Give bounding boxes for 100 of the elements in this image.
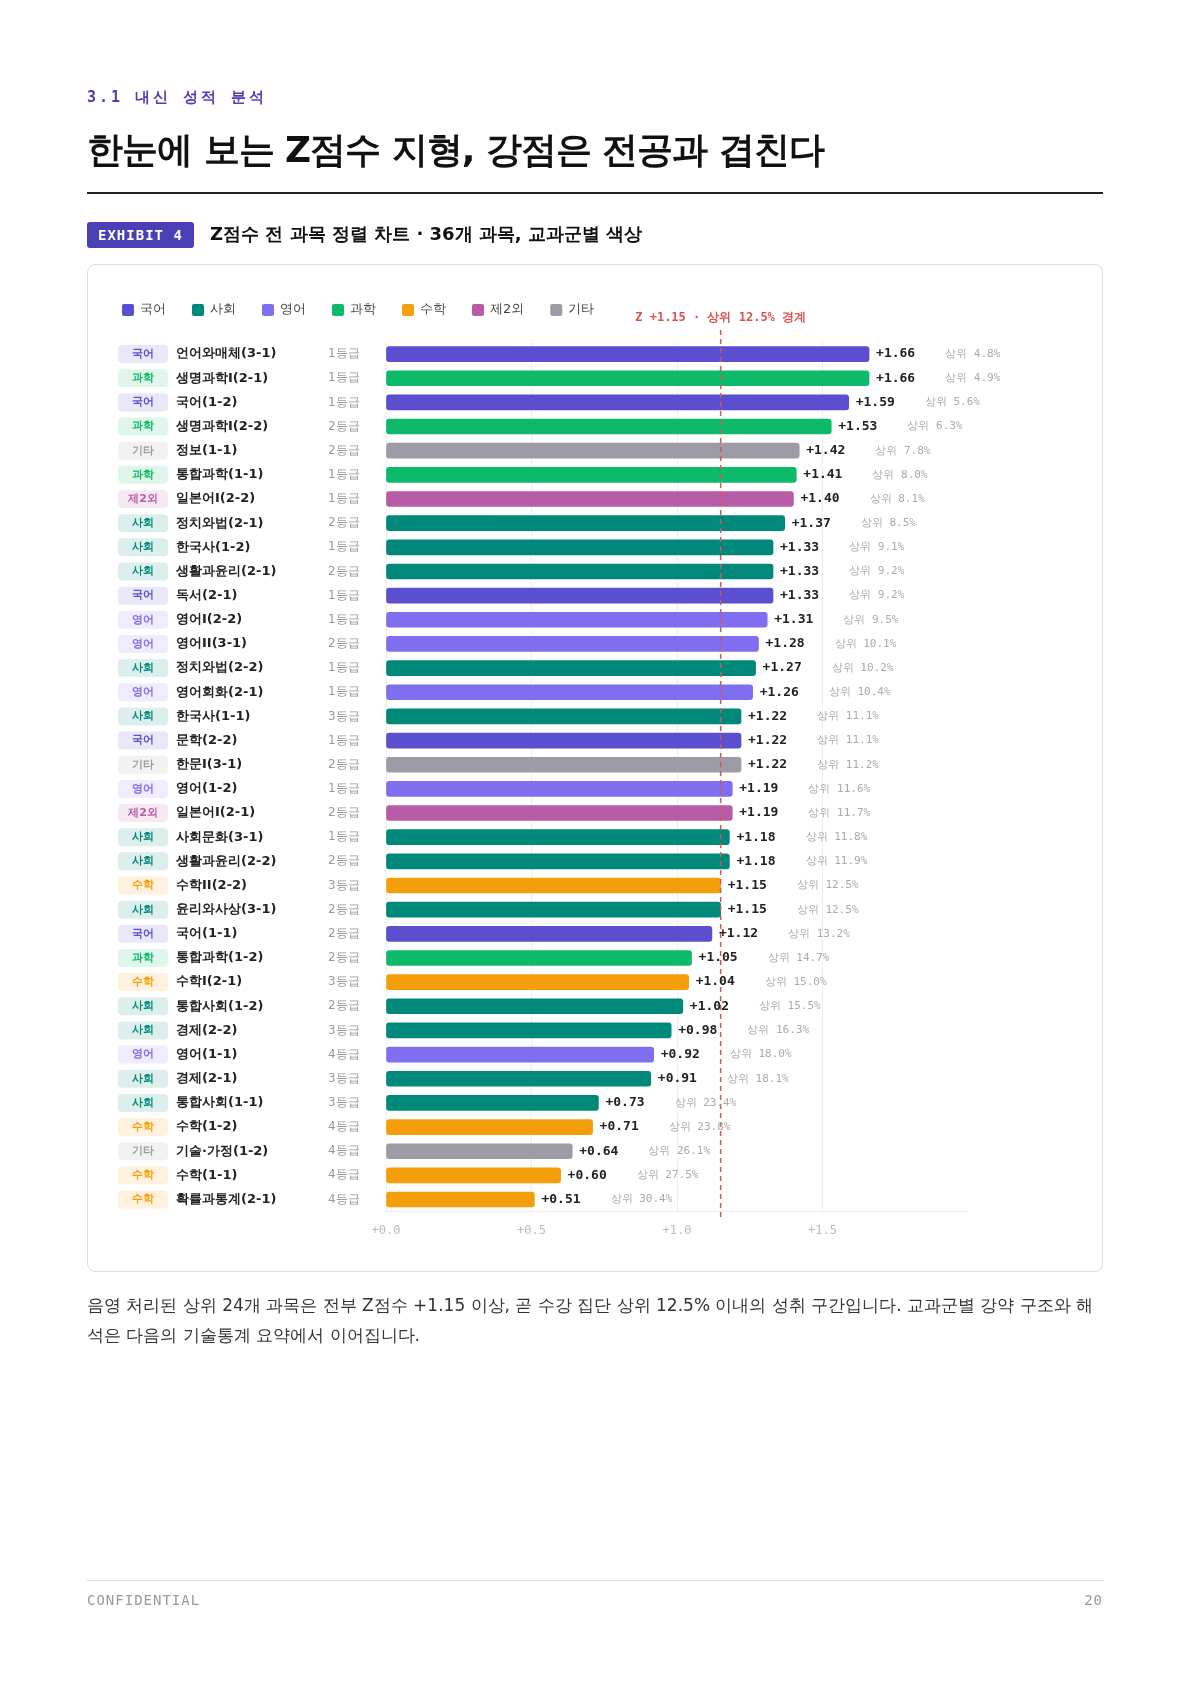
annotation: 상위 11.8%: [805, 830, 868, 844]
y-tick-label: 통합사회(1-1): [176, 1094, 264, 1110]
annotation: 상위 7.8%: [875, 443, 931, 457]
y-tick-label: 수학II(2-2): [176, 876, 248, 892]
text: 사회: [132, 902, 154, 916]
text: 음영 처리된 상위 24개 과목은 전부 Z점수 +1.15 이상, 곧 수강 집단 상위 12.5% 이내의 성취 구간입니다. 교과군별 강약 구조와 해석은 다음의 기술통계 요약에서 이어집니다.: [87, 1294, 1095, 1347]
annotation: 상위 10.4%: [828, 685, 891, 699]
x-tick-label: +0.5: [517, 1222, 546, 1237]
bar: [386, 998, 684, 1015]
bar: [386, 467, 797, 483]
text: 국어: [132, 588, 154, 602]
y-tick-label: 일본어I(2-2): [176, 490, 256, 506]
data-label: +0.51: [541, 1190, 581, 1206]
annotation: 상위 9.2%: [849, 588, 905, 602]
bar: [386, 370, 870, 387]
text: 영어: [132, 1047, 154, 1061]
bar: [386, 1022, 672, 1039]
bar: [386, 442, 800, 459]
text: CONFIDENTIAL: [87, 1592, 201, 1608]
y-tick-label: 통합과학(1-1): [176, 466, 264, 482]
annotation: 상위 13.2%: [788, 926, 851, 940]
y-tick-label: 정치와법(2-2): [176, 659, 264, 675]
text: 1등급: [328, 781, 360, 795]
annotation: 상위 16.3%: [747, 1023, 810, 1037]
text: 2등급: [328, 805, 360, 820]
legend-label: 과학: [350, 301, 376, 317]
data-label: +1.28: [765, 635, 805, 651]
text: 1등급: [328, 587, 360, 602]
text: 4등급: [328, 1143, 360, 1158]
text: 사회: [132, 564, 154, 578]
bar: [386, 1095, 599, 1111]
data-label: +1.37: [791, 514, 831, 530]
text: 2등급: [328, 756, 360, 771]
annotation: 상위 4.8%: [945, 346, 1001, 360]
text: 영어: [132, 685, 154, 699]
y-tick-label: 기술·가정(1-2): [176, 1142, 269, 1158]
legend-label: 국어: [140, 301, 166, 317]
data-label: +1.33: [780, 562, 820, 578]
text: 1등급: [328, 611, 360, 626]
data-label: +1.40: [800, 490, 840, 506]
text: 1등급: [328, 346, 360, 361]
bar: [386, 1167, 561, 1184]
text: 사회: [132, 1095, 154, 1109]
text: 사회: [132, 1071, 154, 1085]
annotation: 상위 9.1%: [849, 540, 905, 554]
text: 영어: [132, 612, 154, 626]
data-label: +1.15: [727, 876, 767, 892]
data-label: +0.73: [605, 1094, 645, 1110]
y-tick-label: 윤리와사상(3-1): [176, 901, 277, 917]
text: 2등급: [328, 950, 360, 965]
bar: [386, 708, 742, 725]
annotation: 상위 12.5%: [796, 902, 859, 916]
bar: [386, 853, 730, 870]
annotation: 상위 10.1%: [834, 636, 897, 650]
bar: [386, 611, 768, 628]
annotation: 상위 18.0%: [729, 1047, 792, 1061]
bar: [386, 394, 850, 411]
annotation: 상위 30.4%: [610, 1192, 673, 1206]
text: 사회: [132, 830, 154, 844]
legend-label: 기타: [568, 301, 595, 317]
y-tick-label: 언어와매체(3-1): [176, 345, 277, 361]
data-label: +1.41: [803, 466, 843, 482]
text: 3등급: [328, 1070, 360, 1085]
annotation: 상위 26.1%: [648, 1144, 711, 1158]
annotation: 상위 23.8%: [668, 1119, 731, 1133]
text: 국어: [132, 733, 154, 747]
legend-label: 수학: [420, 301, 446, 317]
annotation: 상위 11.1%: [817, 733, 880, 747]
annotation: 상위 6.3%: [907, 419, 963, 433]
bar: [386, 539, 774, 556]
data-label: +1.53: [838, 417, 878, 433]
bar: [386, 1191, 535, 1208]
text: 1등급: [328, 660, 360, 675]
text: 국어: [132, 346, 154, 360]
data-label: +0.64: [579, 1142, 619, 1158]
text: 수학: [132, 878, 154, 892]
text: 3.1 내신 성적 분석: [87, 88, 268, 107]
ref-line-label: Z +1.15 · 상위 12.5% 경계: [635, 310, 807, 325]
y-tick-label: 수학I(2-1): [176, 973, 243, 989]
y-tick-label: 통합과학(1-2): [176, 949, 264, 965]
text: 수학: [132, 1168, 154, 1182]
data-label: +1.18: [736, 828, 776, 844]
y-tick-label: 독서(2-1): [176, 587, 238, 603]
y-tick-label: 영어(1-1): [176, 1045, 238, 1061]
text: 2등급: [328, 901, 360, 916]
bar: [386, 974, 689, 990]
y-tick-label: 영어II(3-1): [176, 635, 248, 651]
x-tick-label: +1.5: [808, 1222, 837, 1237]
bar: [386, 563, 774, 580]
legend-label: 사회: [210, 301, 236, 317]
annotation: 상위 14.7%: [767, 950, 830, 964]
annotation: 상위 15.0%: [764, 974, 827, 988]
y-tick-label: 한국사(1-2): [176, 538, 251, 554]
data-label: +1.66: [876, 345, 916, 361]
bar: [386, 1119, 593, 1135]
data-label: +1.19: [739, 780, 779, 796]
bar: [386, 515, 785, 531]
text: 1등급: [328, 370, 360, 385]
y-tick-label: 정치와법(2-1): [176, 514, 264, 530]
text: 과학: [132, 371, 154, 385]
